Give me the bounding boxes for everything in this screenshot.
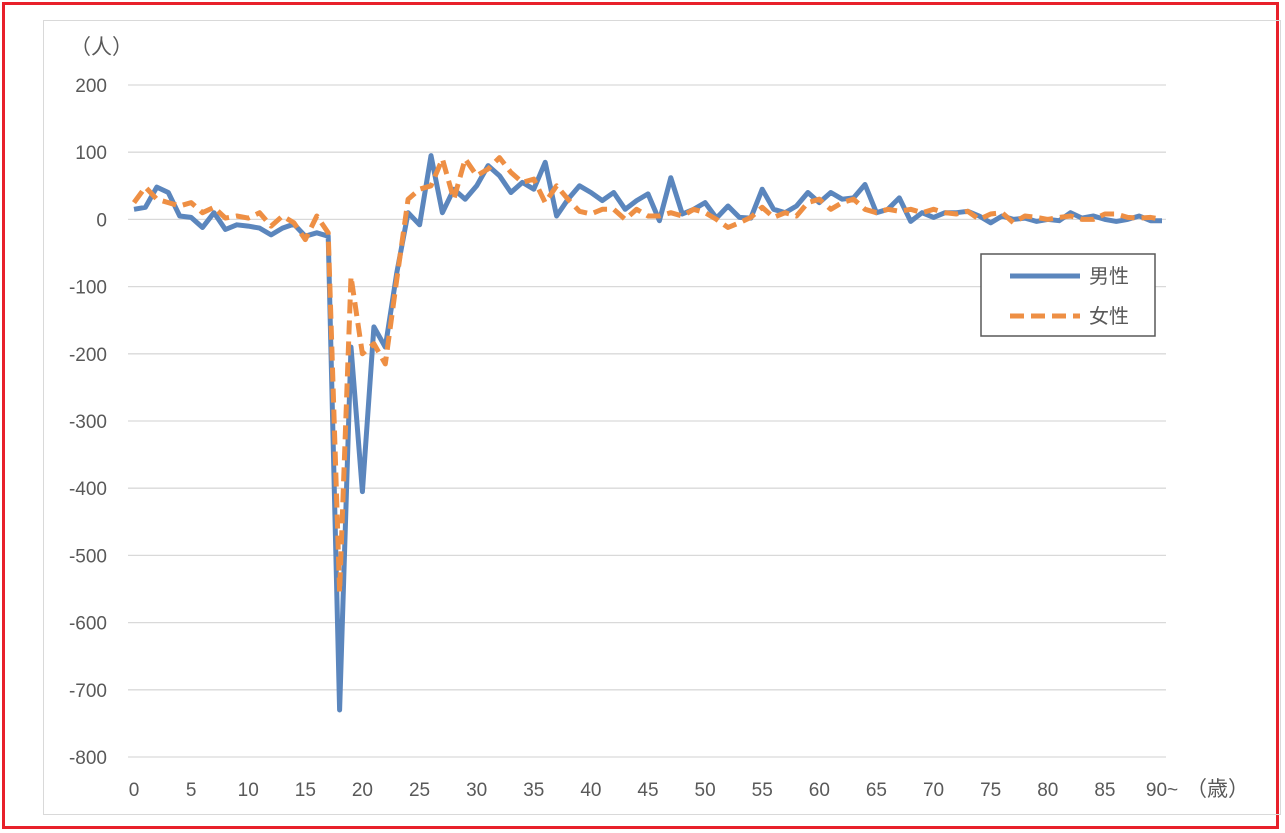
y-tick-label: 200 (75, 76, 107, 97)
x-tick-label: 10 (238, 780, 259, 801)
gridlines (128, 84, 1166, 758)
legend-label-male: 男性 (1089, 264, 1129, 288)
x-axis-tick-labels: 0 5 10 15 20 25 30 35 40 45 50 55 60 65 70 75 80 85 90~ (129, 780, 1178, 801)
chart-area-border (43, 20, 1281, 815)
x-tick-label: 55 (752, 780, 773, 801)
y-tick-label: -700 (69, 681, 107, 702)
x-tick-label: 90~ (1146, 780, 1178, 801)
x-tick-label: 35 (523, 780, 544, 801)
legend: 男性 女性 (980, 253, 1156, 337)
series-line-male (133, 153, 1162, 713)
x-tick-label: 70 (923, 780, 944, 801)
y-tick-label: -500 (69, 546, 107, 567)
x-axis-unit-label: （歳） (1186, 777, 1249, 801)
x-tick-label: 30 (466, 780, 487, 801)
series-lines (131, 153, 1163, 713)
x-tick-label: 85 (1094, 780, 1115, 801)
x-tick-label: 40 (580, 780, 601, 801)
x-tick-label: 65 (866, 780, 887, 801)
x-tick-label: 50 (695, 780, 716, 801)
x-tick-label: 0 (129, 780, 140, 801)
x-tick-label: 75 (980, 780, 1001, 801)
y-tick-label: -300 (69, 412, 107, 433)
x-tick-label: 60 (809, 780, 830, 801)
x-tick-label: 45 (637, 780, 658, 801)
y-axis-unit-label: （人） (70, 35, 133, 59)
y-axis-tick-labels: 200 100 0 -100 -200 -300 -400 -500 -600 -700 -800 (69, 76, 107, 769)
y-tick-label: 100 (75, 143, 107, 164)
series-line-female (131, 155, 1163, 595)
y-tick-label: -400 (69, 479, 107, 500)
x-tick-label: 20 (352, 780, 373, 801)
y-tick-label: -600 (69, 614, 107, 635)
y-tick-label: -200 (69, 345, 107, 366)
x-tick-label: 15 (295, 780, 316, 801)
x-tick-label: 80 (1037, 780, 1058, 801)
legend-box (980, 253, 1156, 337)
y-tick-label: -100 (69, 278, 107, 299)
x-tick-label: 25 (409, 780, 430, 801)
x-tick-label: 5 (186, 780, 197, 801)
y-tick-label: 0 (96, 210, 107, 231)
y-tick-label: -800 (69, 748, 107, 769)
legend-label-female: 女性 (1089, 304, 1129, 328)
